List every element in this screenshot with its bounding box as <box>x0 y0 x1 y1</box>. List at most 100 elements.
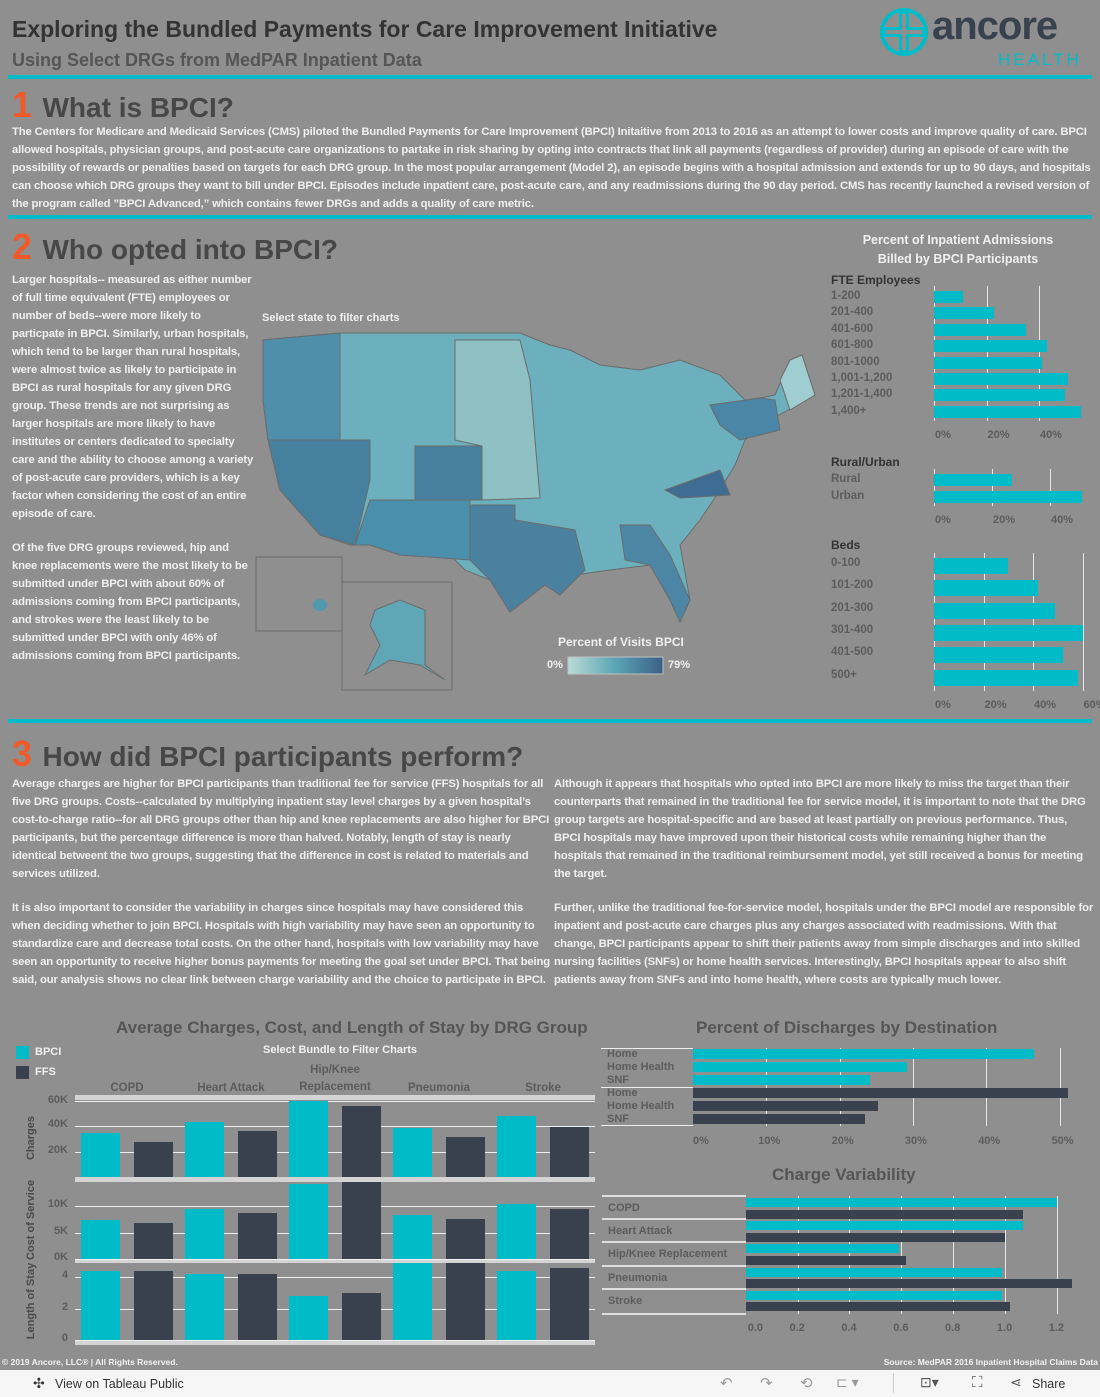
gridline <box>901 1196 903 1314</box>
footer: © 2019 Ancore, LLC® | All Rights Reserve… <box>0 1355 1100 1370</box>
fte-heading: FTE Employees <box>831 273 921 287</box>
bar-bpci[interactable] <box>393 1263 432 1340</box>
column-header[interactable]: Pneumonia <box>408 1082 470 1094</box>
bar-bpci[interactable] <box>185 1274 224 1340</box>
variability-chart-title: Charge Variability <box>772 1165 916 1184</box>
category-label: 1-200 <box>831 290 861 302</box>
map-state-tx[interactable] <box>469 504 586 613</box>
bar-bpci[interactable] <box>81 1219 120 1259</box>
panel-band <box>75 1340 595 1345</box>
map-state-ga-fl[interactable] <box>619 524 691 624</box>
bar-1,201-1,400 <box>934 389 1066 402</box>
bar-bpci[interactable] <box>81 1133 120 1177</box>
column-header[interactable]: Hip/Knee Replacement <box>299 1064 371 1093</box>
view-on-tableau-link[interactable]: View on Tableau Public <box>55 1377 184 1391</box>
bar-ffs[interactable] <box>238 1274 277 1340</box>
section-3-left-text: Average charges are higher for BPCI part… <box>12 775 552 1005</box>
map-state-hi[interactable] <box>313 599 327 611</box>
bar-bpci[interactable] <box>745 1198 1057 1207</box>
bar-bpci[interactable] <box>81 1270 120 1340</box>
redo-icon[interactable]: ↷ <box>760 1375 773 1392</box>
bar-bpci[interactable] <box>693 1049 1034 1059</box>
map-alaska-inset[interactable] <box>341 581 453 691</box>
destination-label: Home <box>607 1087 638 1099</box>
fullscreen-icon[interactable]: ⛶ <box>972 1374 983 1391</box>
bar-ffs[interactable] <box>134 1141 173 1177</box>
share-icon[interactable]: ⋖ <box>1010 1374 1022 1390</box>
map-state-ny-ma[interactable] <box>709 397 781 441</box>
bar-ffs[interactable] <box>446 1219 485 1259</box>
divider <box>602 1218 746 1221</box>
bar-ffs[interactable] <box>134 1222 173 1259</box>
map-state-va[interactable] <box>663 469 731 499</box>
bar-ffs[interactable] <box>446 1263 485 1340</box>
map-state-wa-or[interactable] <box>262 332 341 441</box>
legend-label-bpci: BPCI <box>35 1046 62 1058</box>
divider <box>602 1241 746 1244</box>
column-header[interactable]: COPD <box>110 1082 144 1094</box>
revert-icon[interactable]: ⟲ <box>800 1375 813 1392</box>
bar-ffs[interactable] <box>342 1182 381 1259</box>
refresh-icon[interactable]: ⊏ ▾ <box>836 1374 859 1390</box>
category-label: 401-500 <box>831 646 874 659</box>
bar-ffs[interactable] <box>342 1105 381 1177</box>
bar-401-500 <box>934 647 1063 664</box>
bar-bpci[interactable] <box>185 1122 224 1177</box>
column-header[interactable]: Stroke <box>525 1082 561 1094</box>
map-state-az-nm[interactable] <box>354 499 471 561</box>
map-state-nd-ne-ks[interactable] <box>454 339 541 501</box>
bar-bpci[interactable] <box>745 1221 1024 1231</box>
bar-bpci[interactable] <box>745 1267 1003 1277</box>
bar-bpci[interactable] <box>289 1100 328 1177</box>
bar-bpci[interactable] <box>693 1075 870 1085</box>
x-tick-label: 0% <box>935 698 951 711</box>
bar-bpci[interactable] <box>745 1290 1003 1300</box>
bar-bpci[interactable] <box>497 1270 536 1340</box>
bar-bpci[interactable] <box>393 1127 432 1177</box>
bar-bpci[interactable] <box>393 1215 432 1259</box>
bar-bpci[interactable] <box>289 1184 328 1259</box>
section-2-text: Larger hospitals-- measured as either nu… <box>12 271 254 681</box>
legend-swatch-bpci <box>16 1046 29 1059</box>
map-state-ak[interactable] <box>363 599 446 681</box>
bar-bpci[interactable] <box>497 1203 536 1259</box>
bar-ffs[interactable] <box>342 1292 381 1340</box>
bar-ffs[interactable] <box>134 1270 173 1340</box>
bar-ffs[interactable] <box>550 1127 589 1177</box>
map-state-maine[interactable] <box>779 354 816 411</box>
map-hawaii-inset[interactable] <box>255 556 343 632</box>
bar-ffs[interactable] <box>550 1209 589 1259</box>
bar-bpci[interactable] <box>289 1296 328 1340</box>
gridline <box>75 1151 595 1153</box>
map-state-co[interactable] <box>414 445 483 501</box>
undo-icon[interactable]: ↶ <box>720 1375 733 1392</box>
share-button[interactable]: Share <box>1032 1377 1066 1391</box>
bar-bpci[interactable] <box>745 1244 899 1254</box>
x-tick-label: 50% <box>1051 1135 1074 1147</box>
bar-ffs[interactable] <box>238 1212 277 1259</box>
bar-bpci[interactable] <box>497 1115 536 1177</box>
bar-ffs[interactable] <box>446 1136 485 1177</box>
bar-ffs[interactable] <box>745 1256 907 1265</box>
bar-bpci[interactable] <box>693 1062 908 1072</box>
gridline <box>75 1126 595 1127</box>
bar-ffs[interactable] <box>693 1114 865 1124</box>
bar-ffs[interactable] <box>693 1101 879 1111</box>
column-header[interactable]: Heart Attack <box>197 1082 265 1094</box>
bar-ffs[interactable] <box>745 1232 1005 1242</box>
bar-bpci[interactable] <box>185 1208 224 1259</box>
download-icon[interactable]: ⊡▾ <box>920 1374 939 1390</box>
bar-ffs[interactable] <box>238 1131 277 1177</box>
gridline <box>953 1196 955 1314</box>
bar-ffs[interactable] <box>745 1302 1011 1312</box>
bar-ffs[interactable] <box>745 1209 1024 1219</box>
us-map[interactable] <box>250 320 825 700</box>
bar-ffs[interactable] <box>693 1088 1068 1098</box>
map-state-ca-nv[interactable] <box>267 439 371 546</box>
x-tick-label: 40% <box>1034 698 1057 711</box>
bar-ffs[interactable] <box>550 1267 589 1340</box>
gridline <box>75 1232 595 1234</box>
gridline <box>1004 1196 1006 1314</box>
bar-ffs[interactable] <box>745 1279 1073 1289</box>
x-tick-label: 0.0 <box>747 1322 763 1334</box>
